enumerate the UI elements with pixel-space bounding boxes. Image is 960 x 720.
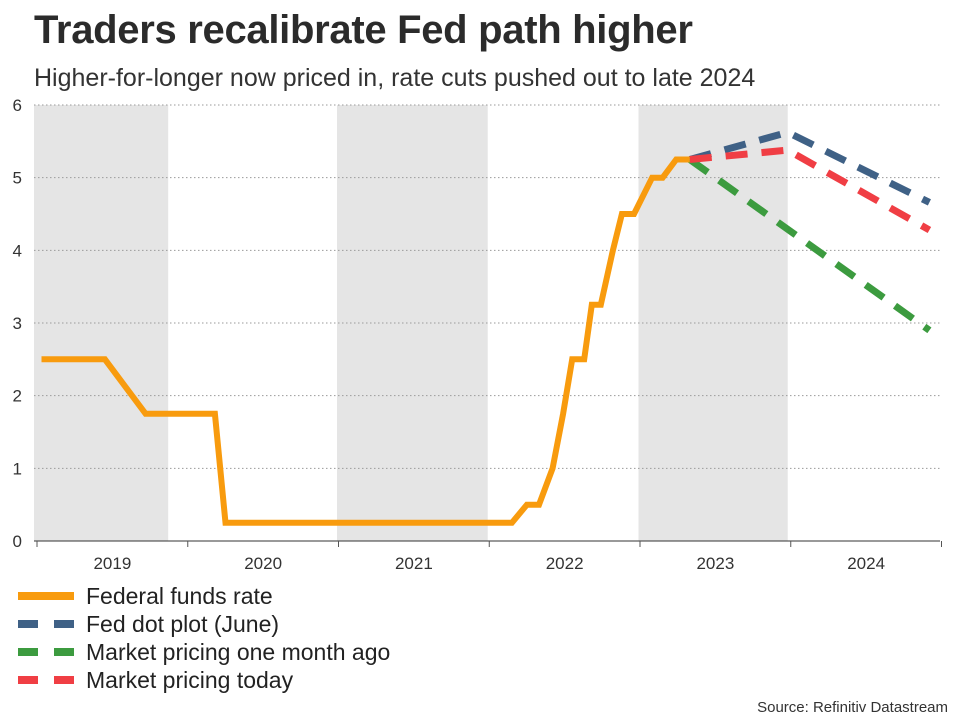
y-tick-label: 0 (13, 532, 22, 551)
x-tick-label: 2023 (696, 554, 734, 573)
legend-item-dot-plot: Fed dot plot (June) (18, 610, 390, 638)
legend-label-month-ago: Market pricing one month ago (86, 638, 391, 665)
x-tick-label: 2022 (546, 554, 584, 573)
chart-subtitle: Higher-for-longer now priced in, rate cu… (34, 64, 756, 92)
shaded-band-2 (638, 105, 788, 541)
legend-swatch-dot-plot (18, 620, 74, 628)
legend-item-today: Market pricing today (18, 666, 390, 694)
y-tick-label: 6 (13, 96, 22, 115)
legend-label-dot-plot: Fed dot plot (June) (86, 610, 280, 637)
series-line-market-pricing-one-month-ago (687, 156, 932, 334)
chart: 0 1 2 3 4 5 6 2019 2020 2021 2022 2023 2024 (13, 96, 943, 573)
legend-swatch-today (18, 676, 74, 684)
series-line-federal-funds-rate (41, 156, 690, 526)
y-tick-label: 3 (13, 314, 22, 333)
y-tick-label: 2 (13, 387, 22, 406)
y-tick-label: 4 (13, 241, 22, 260)
y-tick-label: 5 (13, 169, 22, 188)
x-tick-label: 2020 (244, 554, 282, 573)
legend-label-today: Market pricing today (86, 666, 294, 693)
legend-swatch-month-ago (18, 648, 74, 656)
x-tick-label: 2019 (93, 554, 131, 573)
legend-item-month-ago: Market pricing one month ago (18, 638, 390, 666)
source-note: Source: Refinitiv Datastream (757, 699, 948, 716)
x-tick-label: 2024 (847, 554, 885, 573)
legend-item-fed-funds: Federal funds rate (18, 582, 390, 610)
y-tick-label: 1 (13, 459, 22, 478)
chart-title: Traders recalibrate Fed path higher (34, 8, 693, 52)
legend-swatch-fed-funds (18, 592, 74, 600)
shaded-band-1 (337, 105, 488, 541)
x-tick-label: 2021 (395, 554, 433, 573)
shaded-band-0 (34, 105, 169, 541)
legend: Federal funds rate Fed dot plot (June) M… (18, 582, 390, 694)
legend-label-fed-funds: Federal funds rate (86, 582, 273, 609)
